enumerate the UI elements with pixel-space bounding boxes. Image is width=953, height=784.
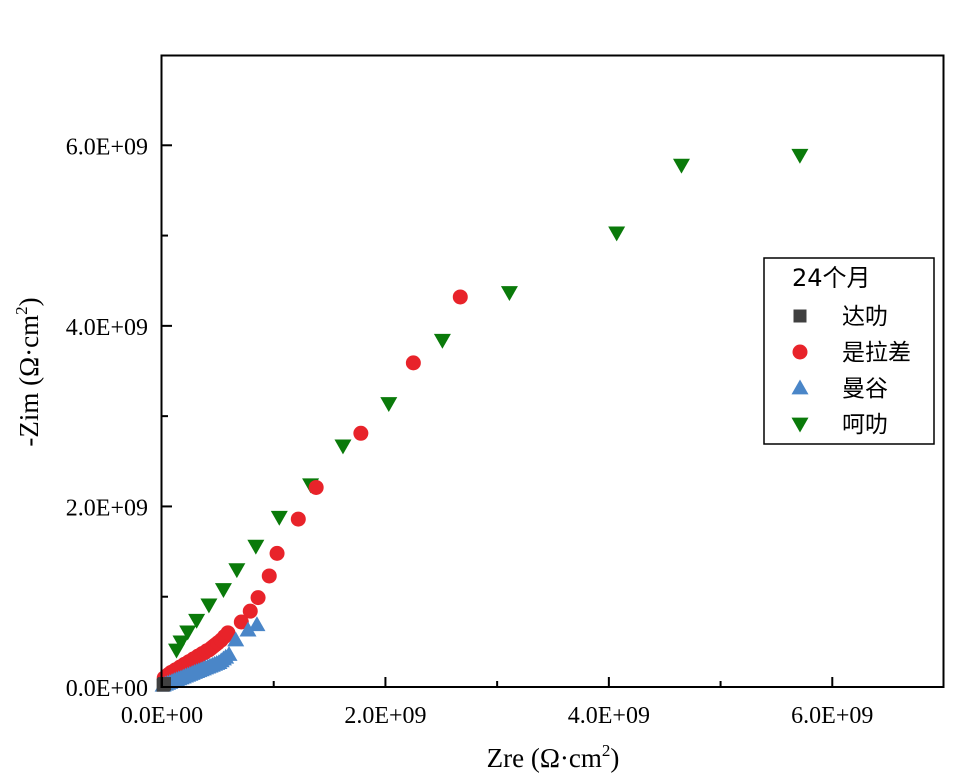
y-tick-label: 6.0E+09: [66, 134, 148, 160]
data-point: [242, 603, 258, 619]
legend-item: 呵叻: [791, 412, 888, 438]
legend-label: 曼谷: [842, 376, 888, 402]
data-point: [214, 583, 232, 598]
data-point: [250, 590, 266, 606]
data-point: [172, 635, 190, 651]
data-point: [334, 439, 352, 455]
data-point: [239, 621, 257, 637]
y-tick-label: 4.0E+09: [66, 315, 148, 341]
plot-frame: [160, 54, 945, 688]
legend-box: [763, 257, 935, 445]
data-point: [791, 148, 809, 164]
x-tick-label: 2.0E+09: [344, 703, 426, 729]
data-point: [157, 677, 171, 691]
data-point: [353, 425, 369, 441]
data-point: [433, 333, 451, 349]
y-axis: 0.0E+00 2.0E+09 4.0E+09 6.0E+09: [66, 134, 172, 702]
legend-marker-triangle-up: [791, 379, 809, 395]
data-point: [380, 397, 398, 413]
data-point: [228, 563, 246, 579]
legend-label: 呵叻: [842, 412, 888, 438]
data-point: [290, 511, 306, 527]
data-point: [261, 568, 277, 584]
y-tick-label: 2.0E+09: [66, 495, 148, 521]
legend-marker-triangle-down: [791, 417, 809, 433]
legend-label: 达叻: [842, 304, 888, 330]
legend-marker-square: [793, 309, 807, 323]
legend-title: 24个月: [792, 264, 871, 292]
y-tick-label: 0.0E+00: [66, 676, 148, 702]
x-axis: 0.0E+00 2.0E+09 4.0E+09 6.0E+09: [121, 677, 873, 729]
x-tick-label: 0.0E+00: [121, 703, 203, 729]
data-point: [452, 289, 468, 305]
data-point: [672, 158, 690, 174]
x-axis-label: Zre (Ω·cm2): [487, 741, 620, 773]
data-point: [247, 539, 265, 555]
data-point: [188, 613, 206, 629]
data-point: [608, 226, 626, 242]
y-axis-label: -Zim (Ω·cm2): [12, 297, 44, 446]
legend-item: 是拉差: [792, 340, 911, 366]
data-point: [220, 645, 238, 661]
plot-points: [154, 148, 809, 692]
legend-marker-circle: [792, 344, 808, 360]
legend-label: 是拉差: [842, 340, 911, 366]
data-point: [308, 479, 324, 495]
data-point: [269, 545, 285, 561]
data-point: [500, 286, 518, 301]
data-point: [248, 616, 266, 632]
data-point: [220, 625, 236, 641]
data-point: [270, 510, 288, 526]
x-tick-label: 6.0E+09: [791, 703, 873, 729]
data-point: [200, 598, 218, 614]
legend-item: 达叻: [793, 304, 888, 330]
series-circle: [156, 289, 468, 686]
data-point: [405, 355, 421, 371]
data-point: [227, 631, 245, 647]
series-square: [156, 677, 171, 692]
legend-item: 曼谷: [791, 376, 888, 402]
data-point: [233, 614, 249, 630]
series-triangle-down: [168, 148, 809, 659]
x-tick-label: 4.0E+09: [568, 703, 650, 729]
data-point: [179, 625, 197, 641]
